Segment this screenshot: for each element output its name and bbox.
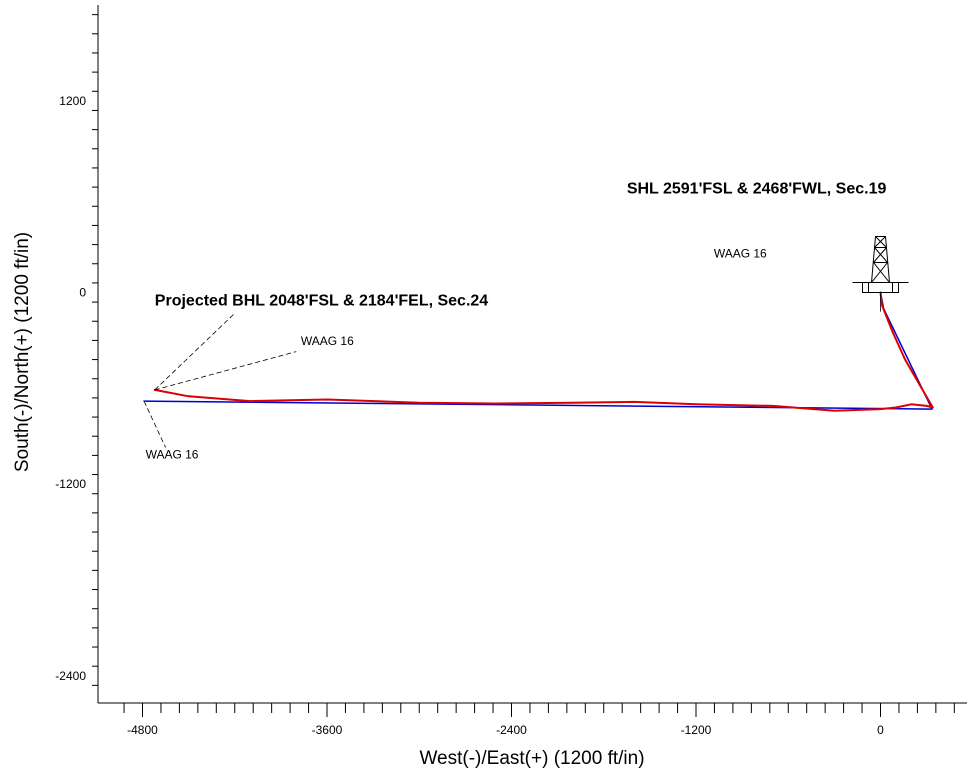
x-axis-title: West(-)/East(+) (1200 ft/in) bbox=[419, 748, 644, 769]
annotation-label: WAAG 16 bbox=[146, 448, 199, 462]
y-tick-label: 0 bbox=[79, 286, 86, 300]
annotation-layer: SHL 2591'FSL & 2468'FWL, Sec.19 Projected… bbox=[143, 180, 887, 462]
x-tick-label: -2400 bbox=[496, 723, 527, 737]
leader-line bbox=[154, 312, 236, 391]
rig-base bbox=[862, 282, 899, 293]
y-axis: 1200 0 -1200 -2400 bbox=[55, 5, 99, 703]
rig-frame bbox=[871, 236, 890, 283]
leader-line bbox=[154, 351, 297, 391]
rig-brace bbox=[873, 247, 887, 263]
x-axis: -4800 -3600 -2400 -1200 0 bbox=[98, 702, 967, 737]
series-layer bbox=[143, 291, 934, 412]
y-tick-label: -2400 bbox=[55, 669, 86, 683]
rig-brace bbox=[875, 236, 887, 248]
series-line-1 bbox=[143, 291, 933, 410]
x-tick-label: -4800 bbox=[127, 723, 158, 737]
rig-brace bbox=[871, 262, 888, 283]
leader-line bbox=[143, 400, 166, 448]
y-tick-label: 1200 bbox=[59, 94, 86, 108]
rig-icon bbox=[852, 236, 909, 293]
x-tick-label: -1200 bbox=[681, 723, 712, 737]
x-tick-label: -3600 bbox=[312, 723, 343, 737]
annotation-label: SHL 2591'FSL & 2468'FWL, Sec.19 bbox=[627, 180, 887, 197]
x-tick-label: 0 bbox=[877, 723, 884, 737]
annotation-label: WAAG 16 bbox=[714, 246, 767, 260]
rig-shape bbox=[852, 236, 909, 293]
rig-brace bbox=[874, 236, 886, 248]
series-line-2 bbox=[153, 291, 934, 412]
rig-brace bbox=[874, 247, 888, 263]
rig-brace bbox=[873, 262, 890, 283]
y-axis-title: South(-)/North(+) (1200 ft/in) bbox=[12, 232, 33, 472]
annotation-label: Projected BHL 2048'FSL & 2184'FEL, Sec.2… bbox=[155, 292, 488, 309]
y-tick-label: -1200 bbox=[55, 477, 86, 491]
annotation-label: WAAG 16 bbox=[301, 334, 354, 348]
